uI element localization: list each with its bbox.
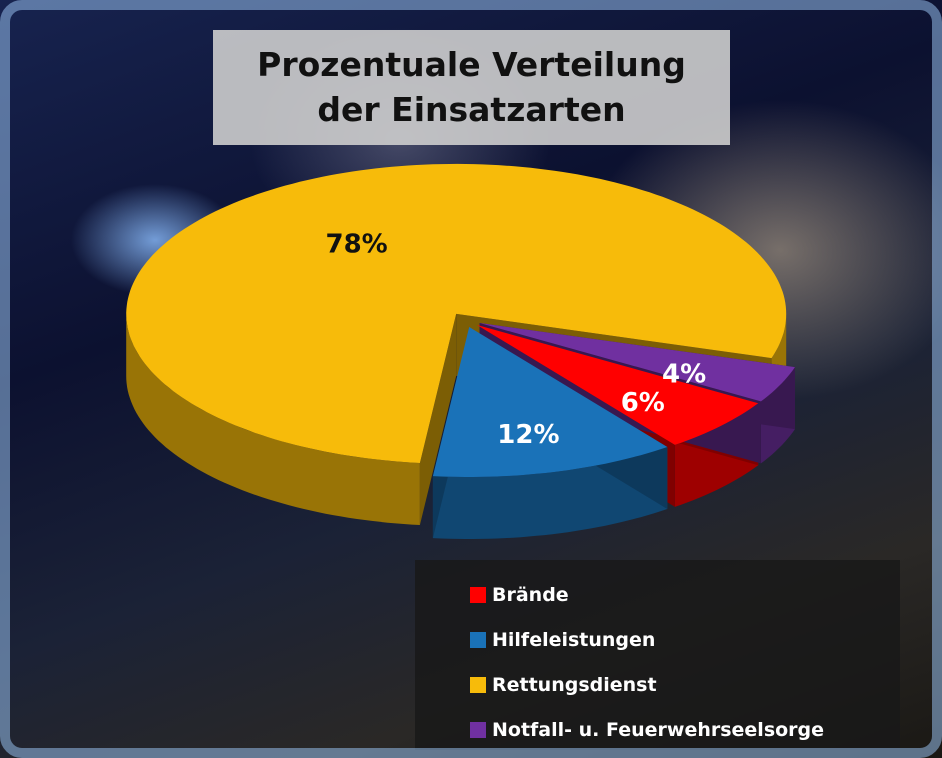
legend-item: Notfall- u. Feuerwehrseelsorge: [470, 707, 900, 752]
legend: Brände Hilfeleistungen Rettungsdienst Notfa…: [415, 560, 900, 750]
data-label: 4%: [662, 359, 706, 389]
data-label: 6%: [621, 388, 665, 418]
legend-label: Notfall- u. Feuerwehrseelsorge: [492, 719, 824, 741]
legend-item: Rettungsdienst: [470, 662, 900, 707]
screen: 6% 12% 78% 4% Prozentuale Verteilung der Ei…: [0, 0, 942, 758]
chart-title: Prozentuale Verteilung der Einsatzarten: [213, 30, 730, 145]
legend-label: Hilfeleistungen: [492, 629, 655, 651]
legend-swatch: [470, 722, 486, 738]
legend-swatch: [470, 632, 486, 648]
legend-item: Hilfeleistungen: [470, 617, 900, 662]
data-label: 12%: [497, 420, 559, 450]
legend-label: Brände: [492, 584, 569, 606]
data-label: 78%: [325, 229, 387, 259]
legend-swatch: [470, 677, 486, 693]
legend-item: Brände: [470, 572, 900, 617]
legend-swatch: [470, 587, 486, 603]
legend-label: Rettungsdienst: [492, 674, 657, 696]
